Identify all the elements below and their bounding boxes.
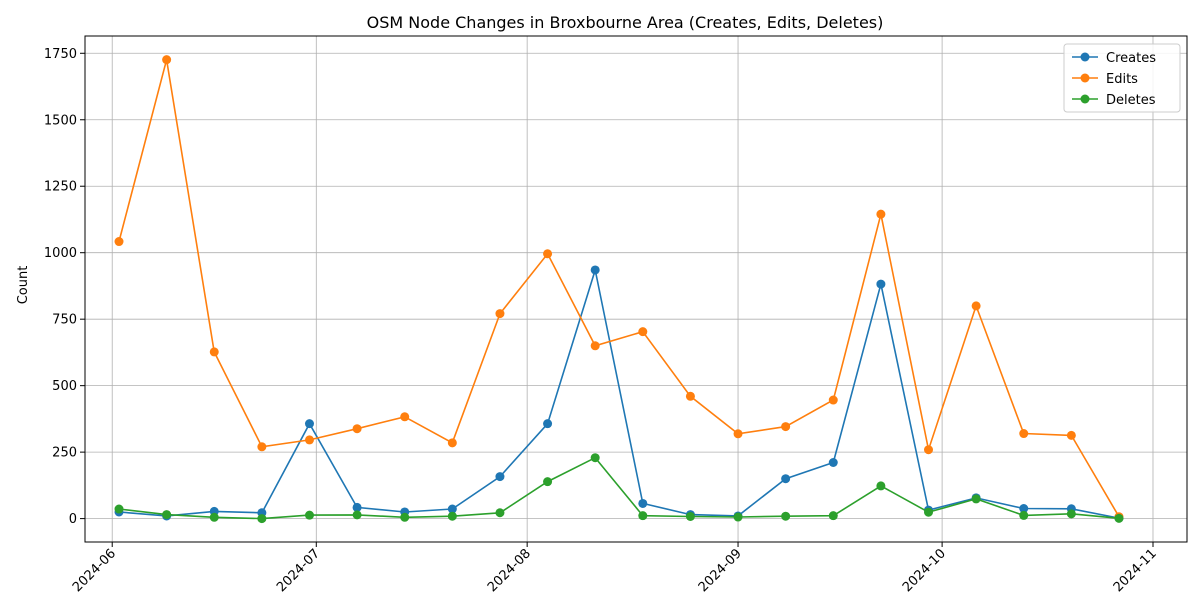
y-axis-label: Count [16,266,31,305]
data-point-edits [590,341,600,351]
data-point-deletes [1019,510,1029,520]
data-point-creates [447,504,457,514]
data-point-edits [543,249,553,259]
x-tick-label: 2024-06 [70,546,119,595]
data-point-deletes [971,494,981,504]
series-layer [114,55,1124,524]
y-tick-label: 500 [52,379,77,394]
data-point-edits [876,209,886,219]
data-point-edits [400,412,410,422]
data-point-deletes [304,510,314,520]
data-point-deletes [733,512,743,522]
data-point-deletes [543,477,553,487]
grid-lines [85,36,1187,542]
legend-marker-creates [1080,52,1090,62]
data-point-deletes [400,512,410,522]
data-point-deletes [828,511,838,521]
legend-label-edits: Edits [1106,72,1138,87]
data-point-creates [876,279,886,289]
data-point-edits [352,424,362,434]
data-point-edits [447,438,457,448]
y-tick-label: 750 [52,313,77,328]
data-point-deletes [638,511,648,521]
data-point-edits [495,309,505,319]
data-point-edits [828,395,838,405]
y-axis-ticks: 0 250 500 750 1000 1250 1500 1750 [44,47,85,527]
legend-marker-edits [1080,73,1090,83]
data-point-edits [1019,429,1029,439]
data-point-edits [971,301,981,311]
data-point-deletes [590,453,600,463]
data-point-deletes [352,510,362,520]
x-tick-label: 2024-10 [900,546,949,595]
x-axis-ticks: 2024-06 2024-07 2024-08 2024-09 2024-10 2024-… [70,542,1160,595]
y-tick-label: 1750 [44,47,77,62]
data-point-edits [209,347,219,357]
legend-label-deletes: Deletes [1106,93,1156,108]
y-tick-label: 1000 [44,246,77,261]
data-point-edits [638,327,648,337]
y-tick-label: 250 [52,446,77,461]
data-point-creates [828,457,838,467]
data-point-deletes [876,481,886,491]
data-point-deletes [447,511,457,521]
data-point-edits [781,422,791,432]
data-point-edits [733,429,743,439]
data-point-deletes [1066,509,1076,519]
data-point-creates [543,419,553,429]
data-point-creates [781,474,791,484]
series-line-creates [118,269,1120,519]
data-point-edits [1066,430,1076,440]
y-tick-label: 0 [69,512,77,527]
data-point-deletes [495,508,505,518]
x-tick-label: 2024-07 [274,546,323,595]
data-point-creates [1019,503,1029,513]
data-point-deletes [114,504,124,514]
series-line-deletes [118,456,1120,520]
plot-frame [84,35,1188,543]
y-tick-label: 1500 [44,113,77,128]
data-point-deletes [781,511,791,521]
x-tick-label: 2024-09 [696,546,745,595]
chart-title: OSM Node Changes in Broxbourne Area (Cre… [367,13,884,32]
legend-marker-deletes [1080,94,1090,104]
data-point-deletes [209,512,219,522]
x-tick-label: 2024-11 [1111,546,1160,595]
data-point-deletes [685,511,695,521]
x-tick-label: 2024-08 [485,546,534,595]
data-point-edits [924,445,934,455]
legend: Creates Edits Deletes [1063,43,1181,113]
data-point-deletes [924,507,934,517]
data-point-edits [685,391,695,401]
data-point-deletes [162,510,172,520]
data-point-edits [304,435,314,445]
data-point-creates [304,419,314,429]
data-point-creates [590,265,600,275]
legend-label-creates: Creates [1106,51,1156,66]
data-point-edits [257,442,267,452]
data-point-edits [162,55,172,65]
data-point-deletes [257,514,267,524]
data-point-creates [638,498,648,508]
series-line-edits [118,59,1120,518]
data-point-creates [352,502,362,512]
data-point-edits [114,237,124,247]
data-point-deletes [1114,513,1124,523]
y-tick-label: 1250 [44,180,77,195]
legend-box [1063,43,1181,113]
data-point-creates [495,472,505,482]
